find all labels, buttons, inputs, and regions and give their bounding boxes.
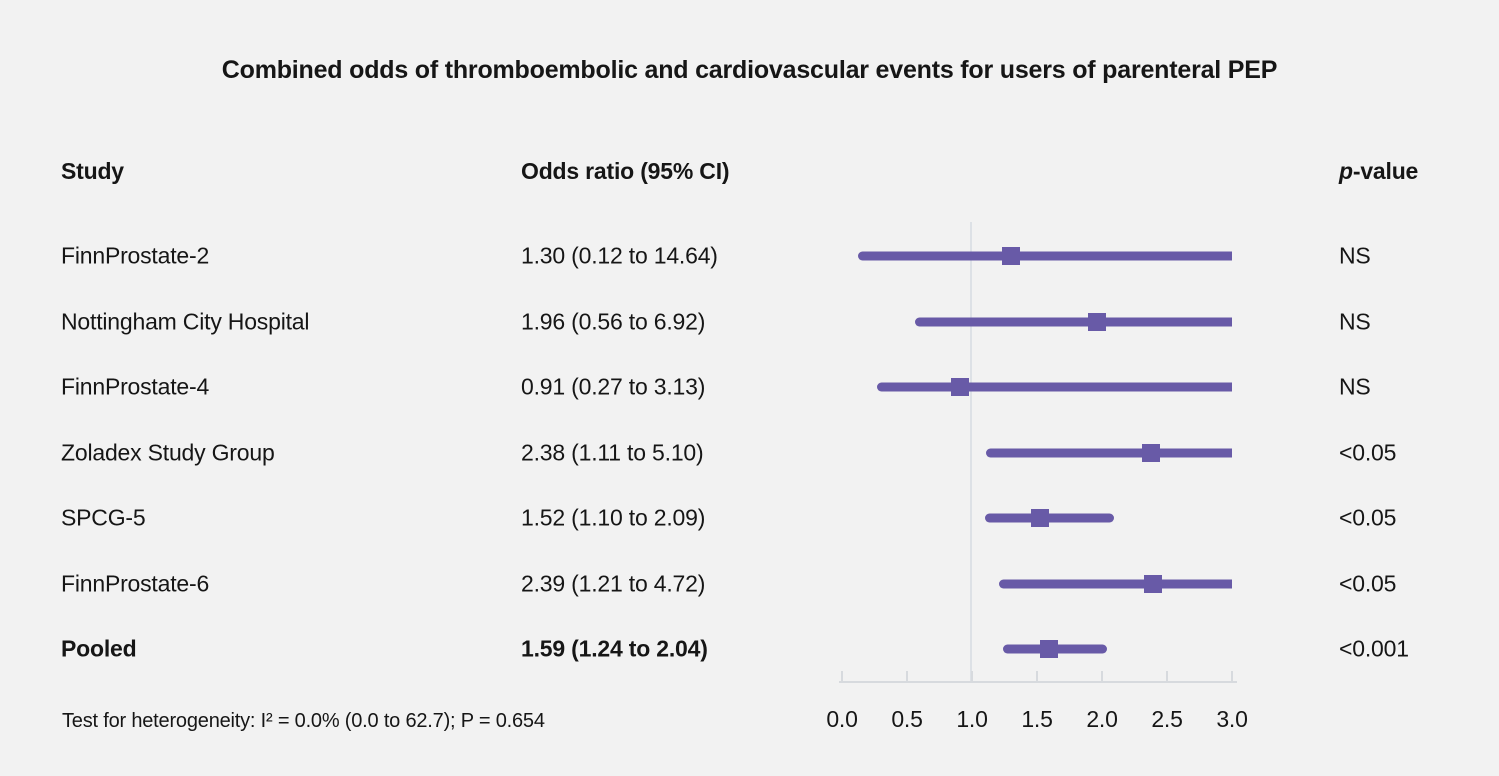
chart-title: Combined odds of thromboembolic and card…	[221, 56, 1278, 84]
study-label: Pooled	[61, 635, 137, 662]
study-label: FinnProstate-4	[61, 373, 210, 400]
study-label: Zoladex Study Group	[61, 439, 275, 465]
x-axis-tick-label: 2.0	[1086, 706, 1118, 732]
x-axis-tick	[971, 671, 973, 681]
p-value-label: NS	[1339, 242, 1371, 269]
x-axis-tick	[1036, 671, 1038, 681]
p-value-label: <0.05	[1339, 570, 1397, 596]
confidence-interval-line	[877, 382, 1232, 392]
x-axis-tick	[906, 671, 908, 681]
x-axis-tick	[1101, 671, 1103, 681]
p-value-label: NS	[1339, 308, 1371, 334]
x-axis-tick-label: 0.5	[891, 706, 923, 732]
heterogeneity-note: Test for heterogeneity: I² = 0.0% (0.0 t…	[62, 710, 545, 732]
p-value-label: <0.05	[1339, 439, 1397, 465]
x-axis-tick-label: 1.0	[956, 706, 988, 732]
column-header-odds-ratio: Odds ratio (95% CI)	[521, 158, 730, 184]
forest-row: Pooled 1.59 (1.24 to 2.04) <0.001	[0, 616, 1499, 682]
column-header-p-value: p-value	[1339, 155, 1418, 187]
forest-row: Nottingham City Hospital 1.96 (0.56 to 6.…	[0, 289, 1499, 355]
study-label: Nottingham City Hospital	[61, 308, 310, 334]
confidence-interval-line	[857, 251, 1232, 261]
confidence-interval-line	[985, 513, 1114, 523]
odds-ratio-ci-label: 1.30 (0.12 to 14.64)	[521, 242, 718, 269]
x-axis-tick	[1166, 671, 1168, 681]
p-value-label: <0.05	[1339, 504, 1397, 531]
pooled-estimate-marker	[1039, 640, 1058, 658]
study-label: FinnProstate-2	[61, 242, 210, 269]
x-axis-tick	[1231, 671, 1233, 681]
odds-ratio-marker	[1143, 574, 1162, 593]
p-value-label: NS	[1339, 373, 1371, 400]
study-label: SPCG-5	[61, 504, 146, 531]
odds-ratio-marker	[1142, 443, 1161, 462]
odds-ratio-ci-label: 1.59 (1.24 to 2.04)	[521, 635, 708, 662]
odds-ratio-ci-label: 2.38 (1.11 to 5.10)	[521, 439, 704, 465]
forest-row: SPCG-5 1.52 (1.10 to 2.09) <0.05	[0, 485, 1499, 551]
odds-ratio-marker	[951, 378, 970, 396]
odds-ratio-marker	[1002, 247, 1020, 265]
odds-ratio-ci-label: 0.91 (0.27 to 3.13)	[521, 373, 706, 400]
confidence-interval-line	[986, 448, 1232, 457]
x-axis-tick-label: 0.0	[826, 706, 858, 732]
forest-row: Zoladex Study Group 2.38 (1.11 to 5.10) <0…	[0, 420, 1499, 486]
x-axis-tick-label: 3.0	[1216, 706, 1248, 732]
confidence-interval-line	[914, 317, 1232, 326]
x-axis-tick	[841, 671, 843, 681]
odds-ratio-marker	[1030, 509, 1049, 527]
x-axis-tick-label: 1.5	[1021, 706, 1053, 732]
confidence-interval-line	[999, 579, 1232, 588]
odds-ratio-marker	[1087, 312, 1106, 331]
p-value-label: <0.001	[1339, 635, 1409, 662]
reference-line-at-1	[970, 222, 972, 682]
column-header-study: Study	[61, 158, 124, 184]
odds-ratio-ci-label: 1.96 (0.56 to 6.92)	[521, 308, 706, 334]
p-value-header-italic-p: p	[1339, 158, 1353, 184]
study-label: FinnProstate-6	[61, 570, 210, 596]
forest-row: FinnProstate-2 1.30 (0.12 to 14.64) NS	[0, 223, 1499, 289]
x-axis-tick-label: 2.5	[1151, 706, 1183, 732]
p-value-header-rest: -value	[1352, 158, 1419, 184]
x-axis-line	[839, 681, 1237, 683]
forest-row: FinnProstate-4 0.91 (0.27 to 3.13) NS	[0, 354, 1499, 420]
forest-row: FinnProstate-6 2.39 (1.21 to 4.72) <0.05	[0, 551, 1499, 617]
odds-ratio-ci-label: 2.39 (1.21 to 4.72)	[521, 570, 706, 596]
odds-ratio-ci-label: 1.52 (1.10 to 2.09)	[521, 504, 706, 531]
